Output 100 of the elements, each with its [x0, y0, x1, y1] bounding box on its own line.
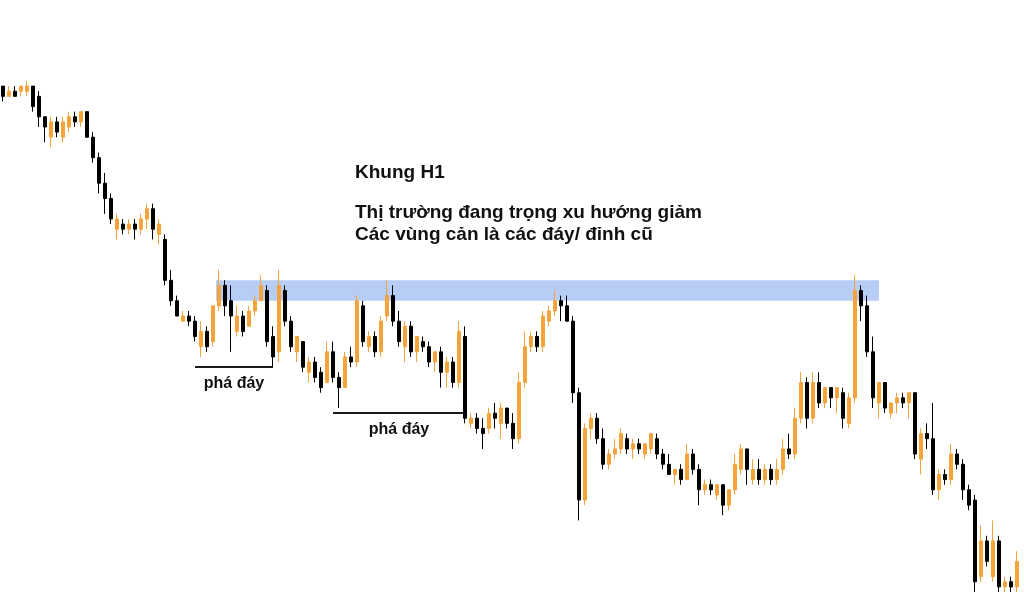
- candlestick: [481, 417, 485, 450]
- candlestick: [631, 438, 635, 460]
- candlestick: [517, 371, 521, 445]
- candlestick: [253, 295, 257, 317]
- candlestick: [919, 427, 923, 475]
- ref-line-label: phá đáy: [368, 419, 430, 437]
- candlestick: [529, 330, 533, 353]
- candlestick: [79, 111, 83, 128]
- candlestick: [67, 111, 71, 133]
- candlestick: [283, 284, 287, 327]
- candlestick: [145, 203, 149, 230]
- ref-line-label: phá đáy: [203, 373, 265, 391]
- candlestick: [163, 233, 167, 286]
- candlestick: [43, 116, 47, 143]
- candlestick: [331, 341, 335, 383]
- candlestick: [703, 479, 707, 496]
- candlestick: [193, 315, 197, 343]
- candlestick: [613, 438, 617, 460]
- candlestick: [511, 412, 515, 450]
- candlestick: [409, 320, 413, 358]
- candlestick: [949, 443, 953, 486]
- candlestick: [871, 336, 875, 409]
- candlestick: [127, 218, 131, 235]
- candlestick: [853, 274, 857, 404]
- candlestick: [307, 356, 311, 383]
- candlestick: [73, 111, 77, 128]
- candlestick: [961, 458, 965, 501]
- candlestick: [259, 274, 263, 302]
- candlestick: [913, 392, 917, 460]
- candlestick: [277, 269, 281, 363]
- text: Khung H1: [355, 161, 446, 182]
- candlestick: [835, 387, 839, 414]
- candlestick: [523, 330, 527, 389]
- candlestick: [313, 356, 317, 383]
- candlestick: [697, 463, 701, 506]
- candlestick: [943, 468, 947, 486]
- candlestick: [109, 192, 113, 225]
- candlestick: [295, 336, 299, 363]
- candlestick: [727, 489, 731, 511]
- candlestick: [367, 330, 371, 353]
- candlestick: [349, 346, 353, 368]
- candlestick: [445, 356, 449, 389]
- candlestick: [601, 427, 605, 470]
- candlestick: [547, 305, 551, 327]
- candlestick: [91, 131, 95, 164]
- candlestick: [793, 407, 797, 460]
- candlestick: [763, 463, 767, 486]
- candlestick: [241, 310, 245, 337]
- candlestick: [733, 453, 737, 496]
- candlestick: [709, 479, 713, 496]
- candlestick: [829, 387, 833, 409]
- candlestick: [1015, 550, 1019, 593]
- candlestick: [361, 300, 365, 348]
- candlestick: [169, 269, 173, 307]
- candlestick: [667, 453, 671, 475]
- candlestick: [433, 351, 437, 373]
- candlestick: [265, 284, 269, 348]
- candlestick: [787, 433, 791, 460]
- candlestick: [967, 484, 971, 511]
- candlestick: [691, 448, 695, 475]
- candlestick: [679, 463, 683, 486]
- candlestick: [499, 402, 503, 440]
- candlestick: [775, 458, 779, 486]
- candlestick: [565, 295, 569, 322]
- candlestick: [325, 341, 329, 383]
- candlestick: [823, 387, 827, 409]
- candlestick: [811, 371, 815, 424]
- candlestick: [1, 85, 5, 102]
- candlestick: [439, 346, 443, 389]
- candlestick: [211, 305, 215, 348]
- candlestick: [175, 295, 179, 317]
- candlestick: [13, 85, 17, 97]
- candlestick: [841, 387, 845, 429]
- annotation: Các vùng cản là các đáy/ đỉnh cũ: [355, 223, 653, 244]
- candlestick: [625, 433, 629, 455]
- candlestick: [685, 443, 689, 481]
- candlestick: [817, 371, 821, 409]
- candlestick: [715, 484, 719, 501]
- candlestick: [637, 438, 641, 455]
- candlestick: [319, 366, 323, 394]
- candlestick: [937, 468, 941, 501]
- candlestick: [571, 315, 575, 404]
- candlestick: [415, 336, 419, 363]
- candlestick: [877, 381, 881, 419]
- candlestick: [607, 448, 611, 470]
- candlestick: [271, 325, 275, 368]
- candlestick: [247, 305, 251, 327]
- candlestick: [973, 494, 977, 593]
- candlestick: [403, 320, 407, 363]
- candlestick: [181, 310, 185, 322]
- candlestick: [457, 320, 461, 389]
- candlestick: [355, 295, 359, 368]
- candlestick: [25, 80, 29, 97]
- candlestick: [223, 279, 227, 317]
- candlestick: [373, 330, 377, 358]
- candlestick: [385, 279, 389, 322]
- candlestick: [151, 203, 155, 240]
- candlestick: [799, 371, 803, 424]
- candlestick: [31, 85, 35, 113]
- candlestick: [487, 407, 491, 435]
